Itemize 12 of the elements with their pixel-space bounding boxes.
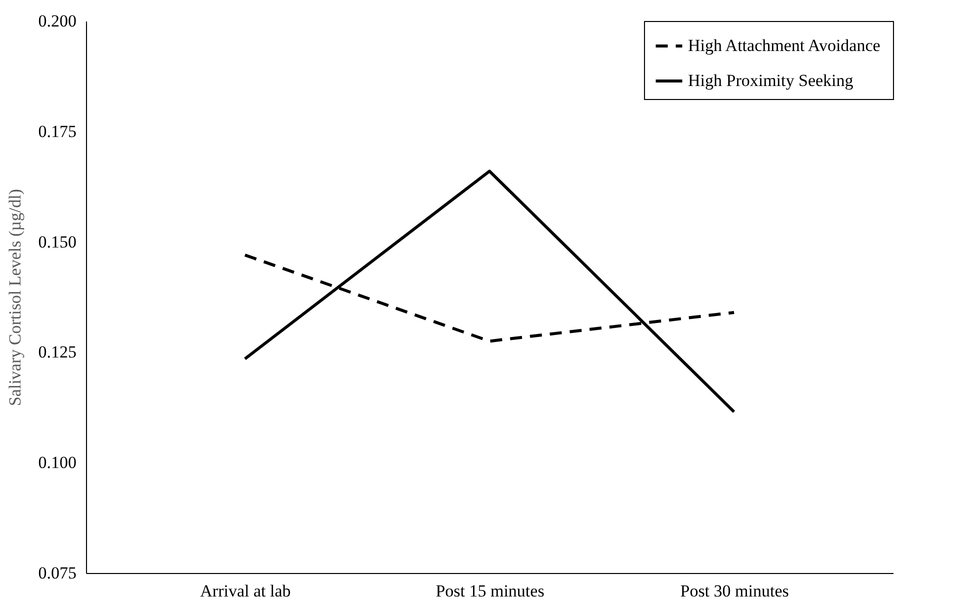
y-tick-label: 0.150 — [38, 232, 76, 252]
x-tick-label: Post 30 minutes — [680, 582, 789, 600]
y-tick-label: 0.200 — [38, 12, 76, 30]
y-tick-label: 0.175 — [38, 122, 76, 141]
legend-label: High Proximity Seeking — [688, 71, 854, 90]
y-tick-label: 0.125 — [38, 342, 76, 362]
legend-label: High Attachment Avoidance — [688, 36, 880, 55]
x-tick-label: Post 15 minutes — [436, 582, 544, 600]
x-tick-label: Arrival at lab — [200, 582, 291, 600]
y-tick-label: 0.100 — [38, 453, 76, 472]
y-axis-title: Salivary Cortisol Levels (µg/dl) — [5, 188, 24, 406]
y-tick-label: 0.075 — [38, 564, 76, 582]
